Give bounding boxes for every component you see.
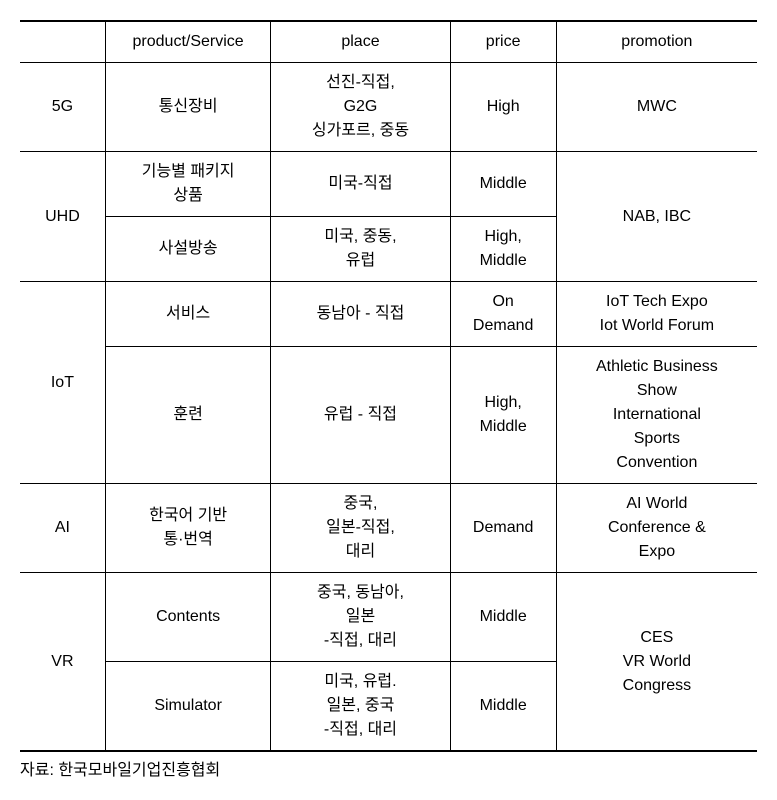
cell-place: 선진-직접,G2G싱가포르, 중동: [271, 63, 450, 152]
cell-place: 유럽 - 직접: [271, 347, 450, 484]
cell-price: High,Middle: [450, 347, 556, 484]
cell-product: 훈련: [105, 347, 271, 484]
cell-category: AI: [20, 484, 105, 573]
table-row: 5G 통신장비 선진-직접,G2G싱가포르, 중동 High MWC: [20, 63, 757, 152]
cell-promotion: NAB, IBC: [556, 152, 757, 282]
table-row: 훈련 유럽 - 직접 High,Middle Athletic Business…: [20, 347, 757, 484]
cell-promotion: CESVR WorldCongress: [556, 573, 757, 752]
header-product: product/Service: [105, 21, 271, 63]
cell-price: Demand: [450, 484, 556, 573]
cell-product: Simulator: [105, 662, 271, 752]
cell-place: 중국, 동남아,일본-직접, 대리: [271, 573, 450, 662]
cell-price: Middle: [450, 152, 556, 217]
cell-promotion: MWC: [556, 63, 757, 152]
cell-price: OnDemand: [450, 282, 556, 347]
cell-product: 서비스: [105, 282, 271, 347]
cell-place: 동남아 - 직접: [271, 282, 450, 347]
cell-price: Middle: [450, 573, 556, 662]
cell-product: Contents: [105, 573, 271, 662]
data-table: product/Service place price promotion 5G…: [20, 20, 757, 752]
cell-price: High,Middle: [450, 217, 556, 282]
cell-place: 중국,일본-직접,대리: [271, 484, 450, 573]
header-promotion: promotion: [556, 21, 757, 63]
header-price: price: [450, 21, 556, 63]
cell-price: High: [450, 63, 556, 152]
cell-category: IoT: [20, 282, 105, 484]
cell-promotion: IoT Tech ExpoIot World Forum: [556, 282, 757, 347]
cell-product: 통신장비: [105, 63, 271, 152]
table-header-row: product/Service place price promotion: [20, 21, 757, 63]
cell-place: 미국, 중동,유럽: [271, 217, 450, 282]
table-row: IoT 서비스 동남아 - 직접 OnDemand IoT Tech ExpoI…: [20, 282, 757, 347]
header-place: place: [271, 21, 450, 63]
cell-product: 기능별 패키지상품: [105, 152, 271, 217]
cell-promotion: AI WorldConference &Expo: [556, 484, 757, 573]
cell-place: 미국-직접: [271, 152, 450, 217]
cell-product: 사설방송: [105, 217, 271, 282]
cell-category: VR: [20, 573, 105, 752]
header-category: [20, 21, 105, 63]
source-label: 자료: 한국모바일기업진흥협회: [20, 756, 757, 780]
table-row: UHD 기능별 패키지상품 미국-직접 Middle NAB, IBC: [20, 152, 757, 217]
cell-price: Middle: [450, 662, 556, 752]
cell-category: UHD: [20, 152, 105, 282]
cell-place: 미국, 유럽.일본, 중국-직접, 대리: [271, 662, 450, 752]
cell-product: 한국어 기반통·번역: [105, 484, 271, 573]
table-row: VR Contents 중국, 동남아,일본-직접, 대리 Middle CES…: [20, 573, 757, 662]
cell-promotion: Athletic BusinessShowInternationalSports…: [556, 347, 757, 484]
cell-category: 5G: [20, 63, 105, 152]
table-row: AI 한국어 기반통·번역 중국,일본-직접,대리 Demand AI Worl…: [20, 484, 757, 573]
